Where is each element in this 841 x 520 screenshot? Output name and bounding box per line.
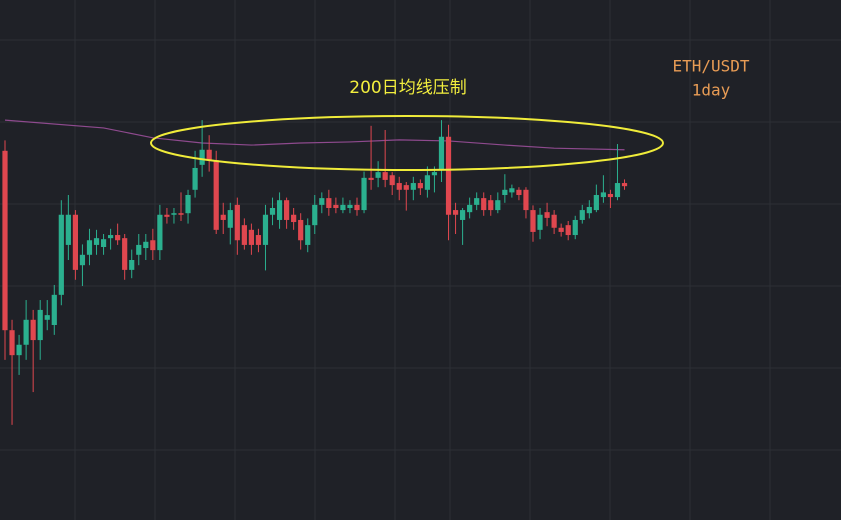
candle-body	[361, 177, 367, 211]
candle-body	[129, 260, 135, 270]
candle-body	[551, 214, 557, 228]
candle-body	[319, 198, 325, 205]
candle-body	[185, 195, 191, 214]
candle-body	[255, 235, 262, 245]
candle-body	[452, 210, 459, 215]
candle-body	[108, 235, 114, 239]
candle-body	[100, 239, 107, 247]
candle-body	[424, 175, 430, 190]
candle-body	[72, 214, 78, 270]
candle-body	[438, 136, 445, 171]
candle-body	[136, 244, 142, 255]
candle-body	[593, 195, 599, 211]
candle-body	[509, 188, 515, 193]
candle-body	[586, 206, 592, 214]
candle-body	[51, 294, 57, 325]
candle-body	[262, 214, 269, 245]
candle-body	[565, 225, 571, 236]
candle-body	[460, 210, 466, 220]
candle-body	[248, 229, 254, 245]
candle-body	[150, 240, 156, 251]
candle-body	[481, 198, 487, 211]
candle-body	[122, 238, 128, 270]
candle-body	[115, 235, 121, 241]
candle-body	[530, 210, 536, 232]
candle-body	[544, 212, 550, 218]
candle-body	[572, 219, 578, 236]
candle-body	[537, 214, 543, 230]
candle-body	[340, 204, 346, 211]
candle-body	[171, 213, 177, 215]
candle-body	[558, 227, 564, 232]
candle-body	[354, 204, 360, 211]
candle-body	[417, 183, 423, 189]
candle-body	[445, 136, 452, 215]
candle-body	[502, 189, 508, 195]
candle-body	[2, 150, 8, 331]
candle-body	[305, 225, 311, 245]
candle-body	[192, 167, 198, 190]
candle-body	[30, 319, 36, 341]
candle-body	[164, 214, 170, 217]
candle-body	[269, 208, 276, 215]
candle-body	[347, 204, 353, 208]
candle-body	[284, 200, 290, 220]
chart-subtitle: 1day	[692, 81, 731, 100]
annotation: 200日均线压制	[349, 78, 466, 98]
candle-body	[298, 219, 304, 241]
candle-body	[467, 204, 473, 213]
candle-body	[326, 198, 332, 208]
candle-body	[9, 330, 15, 356]
candle-body	[44, 315, 50, 320]
candle-body	[37, 309, 43, 341]
candle-body	[523, 189, 529, 211]
candle-body	[276, 200, 283, 220]
candle-body	[157, 214, 163, 251]
candle-body	[86, 240, 93, 255]
candle-body	[614, 183, 621, 198]
candle-body	[403, 185, 409, 190]
candle-body	[375, 172, 381, 178]
candle-body	[241, 225, 247, 245]
candle-body	[389, 175, 395, 186]
candle-body	[600, 192, 606, 198]
ma-line	[4, 119, 625, 151]
candle-body	[65, 214, 71, 245]
candle-body	[227, 210, 233, 228]
candle-body	[213, 160, 219, 230]
candle-body	[58, 214, 64, 295]
candle-body	[516, 189, 522, 195]
candle-body	[199, 149, 205, 165]
candle-body	[23, 319, 29, 345]
candle-body	[607, 193, 614, 198]
candle-body	[488, 200, 494, 211]
candle-body	[410, 183, 416, 190]
candle-body	[93, 238, 100, 245]
candle-body	[333, 204, 339, 208]
candle-body	[291, 214, 297, 223]
highlight-ellipse	[150, 115, 664, 171]
candle-body	[621, 183, 628, 187]
candle-body	[143, 241, 149, 249]
candle-body	[16, 344, 22, 356]
candle-body	[431, 172, 438, 176]
candle-body	[220, 214, 226, 220]
chart-title: ETH/USDT	[672, 57, 749, 76]
candle-body	[206, 149, 212, 161]
candle-body	[396, 183, 402, 190]
candle-body	[474, 198, 480, 205]
candle-body	[579, 210, 585, 220]
candle-body	[234, 204, 240, 241]
candle-body	[178, 213, 184, 215]
candle-body	[368, 177, 374, 180]
candle-body	[79, 254, 86, 266]
candle-body	[382, 172, 388, 180]
candle-body	[495, 200, 501, 211]
candle-body	[312, 204, 318, 226]
